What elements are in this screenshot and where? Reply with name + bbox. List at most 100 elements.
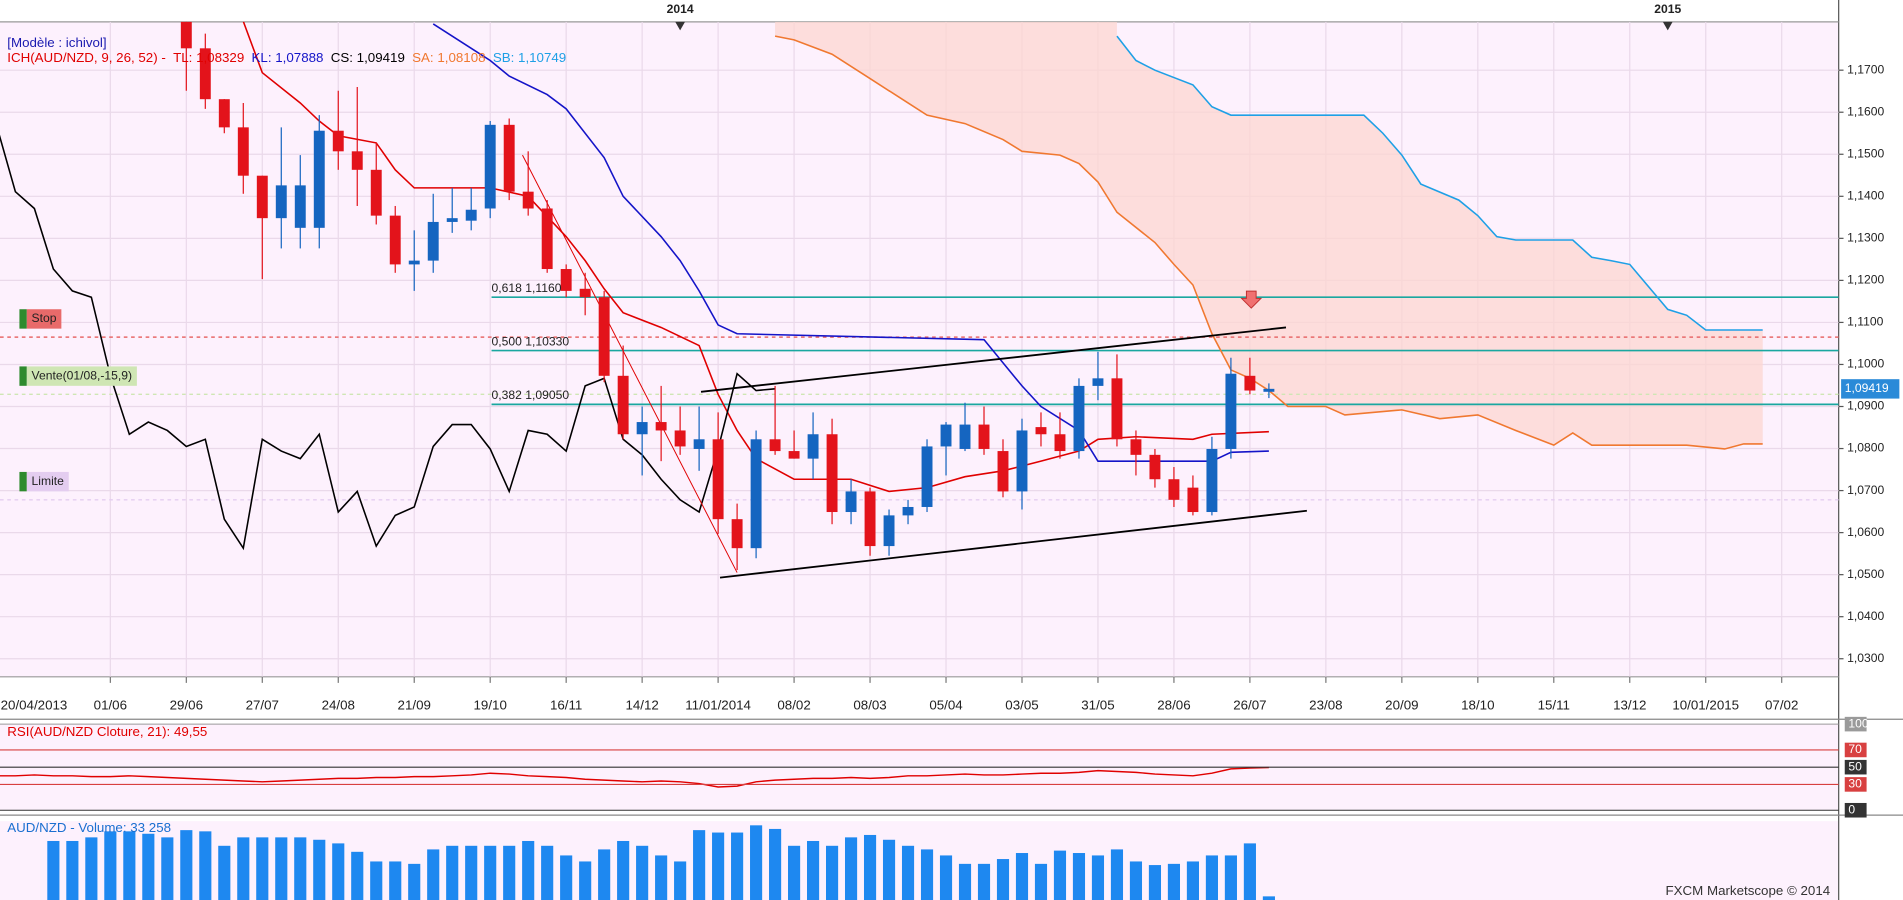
volume-bar: [617, 840, 630, 900]
volume-bar: [1205, 855, 1218, 900]
volume-bar: [1091, 855, 1105, 900]
year-marker: [675, 21, 685, 31]
legend-entry: TL: 1,08329: [173, 50, 244, 65]
x-tick-label: 05/04: [929, 697, 963, 712]
volume-bar: [351, 851, 364, 900]
candle-body: [408, 260, 420, 265]
model-label: [Modèle : ichivol]: [7, 35, 106, 50]
candle-body: [1168, 479, 1180, 500]
candle-body: [1130, 439, 1142, 455]
volume-bar: [1167, 863, 1181, 900]
y-tick-label: 1,0400: [1847, 609, 1884, 623]
x-tick-label: 20/04/2013: [1, 697, 68, 712]
candle-body: [864, 491, 876, 547]
volume-bar: [996, 859, 1010, 900]
candle-body: [940, 424, 952, 447]
volume-bar: [1053, 850, 1067, 900]
x-tick-label: 08/03: [853, 697, 886, 712]
candle-body: [731, 519, 743, 549]
candle-body: [750, 439, 762, 549]
candle-body: [1149, 454, 1161, 480]
level-label: Stop: [32, 311, 57, 325]
volume-title: AUD/NZD - Volume: 33 258: [7, 820, 171, 835]
candle-body: [446, 218, 458, 222]
x-tick-label: 18/10: [1461, 697, 1494, 712]
year-label: 2015: [1654, 2, 1681, 16]
volume-bar: [104, 831, 117, 900]
volume-bar: [882, 839, 896, 900]
volume-bar: [863, 834, 877, 900]
y-tick-label: 1,1500: [1847, 146, 1884, 160]
candle-body: [389, 215, 401, 265]
candle-body: [883, 515, 895, 547]
volume-bar: [958, 863, 972, 900]
level-box: [26, 471, 69, 492]
last-price-label: 1,09419: [1845, 381, 1889, 395]
y-tick-label: 1,1100: [1847, 315, 1883, 329]
candle-body: [693, 439, 705, 449]
volume-bar: [332, 843, 345, 900]
fib-label: 0,500 1,10330: [492, 334, 570, 348]
candle-body: [1016, 430, 1028, 492]
x-tick-label: 07/02: [1765, 697, 1798, 712]
level-handle: [19, 366, 27, 386]
y-tick-box: [1844, 716, 1867, 732]
last-price-box: [1841, 379, 1900, 399]
volume-bar: [1224, 855, 1237, 900]
volume-bar: [598, 849, 611, 900]
sell-signal-icon: [1240, 290, 1263, 309]
volume-bar: [199, 831, 212, 900]
year-marker: [1662, 21, 1673, 31]
volume-bar: [807, 840, 820, 900]
volume-bar: [484, 845, 497, 900]
candle-body: [636, 422, 648, 435]
candle-body: [1035, 427, 1047, 435]
rsi-title: RSI(AUD/NZD Cloture, 21): 49,55: [7, 724, 207, 739]
y-tick-label: 70: [1848, 742, 1862, 756]
volume-bar: [522, 840, 535, 900]
volume-bar: [161, 837, 174, 900]
volume-bar: [769, 828, 782, 900]
volume-bar: [66, 840, 79, 900]
candle-body: [180, 21, 192, 49]
volume-bar: [788, 845, 801, 900]
volume-bar: [1243, 843, 1256, 900]
volume-bar: [939, 855, 953, 900]
price-layer: [0, 21, 1839, 677]
x-tick-label: 19/10: [474, 697, 507, 712]
volume-bar: [1262, 896, 1275, 900]
volume-bar: [712, 832, 725, 900]
volume-bar: [123, 831, 136, 900]
fib-label: 0,382 1,09050: [492, 388, 570, 402]
candle-body: [902, 506, 914, 516]
volume-bar: [844, 837, 858, 900]
candle-body: [959, 424, 971, 449]
volume-bar: [1186, 861, 1199, 900]
indicator-line: [1116, 35, 1763, 331]
trendline: [522, 154, 738, 573]
candle-body: [826, 434, 838, 513]
candle-body: [655, 422, 667, 431]
candle-body: [997, 451, 1009, 492]
y-tick-label: 1,0300: [1847, 651, 1884, 665]
x-tick-label: 16/11: [550, 697, 582, 712]
y-tick-label: 1,1300: [1847, 231, 1884, 245]
candle-body: [370, 169, 382, 216]
volume-bar: [1110, 849, 1124, 900]
rsi-line: [0, 766, 1269, 788]
level-handle: [19, 471, 27, 492]
y-tick-label: 1,1700: [1847, 62, 1884, 76]
candle-body: [294, 185, 306, 228]
candle-body: [237, 127, 249, 176]
y-tick-box: [1844, 802, 1867, 818]
volume-bar: [427, 849, 440, 900]
volume-bar: [1015, 853, 1029, 900]
x-tick-label: 03/05: [1005, 697, 1038, 712]
volume-bar: [180, 830, 193, 900]
volume-bar: [85, 837, 98, 900]
candle-body: [427, 221, 439, 261]
candle-body: [275, 185, 287, 219]
indicator-line: [774, 35, 1763, 450]
candle-body: [199, 48, 211, 100]
candle-body: [1111, 378, 1123, 440]
